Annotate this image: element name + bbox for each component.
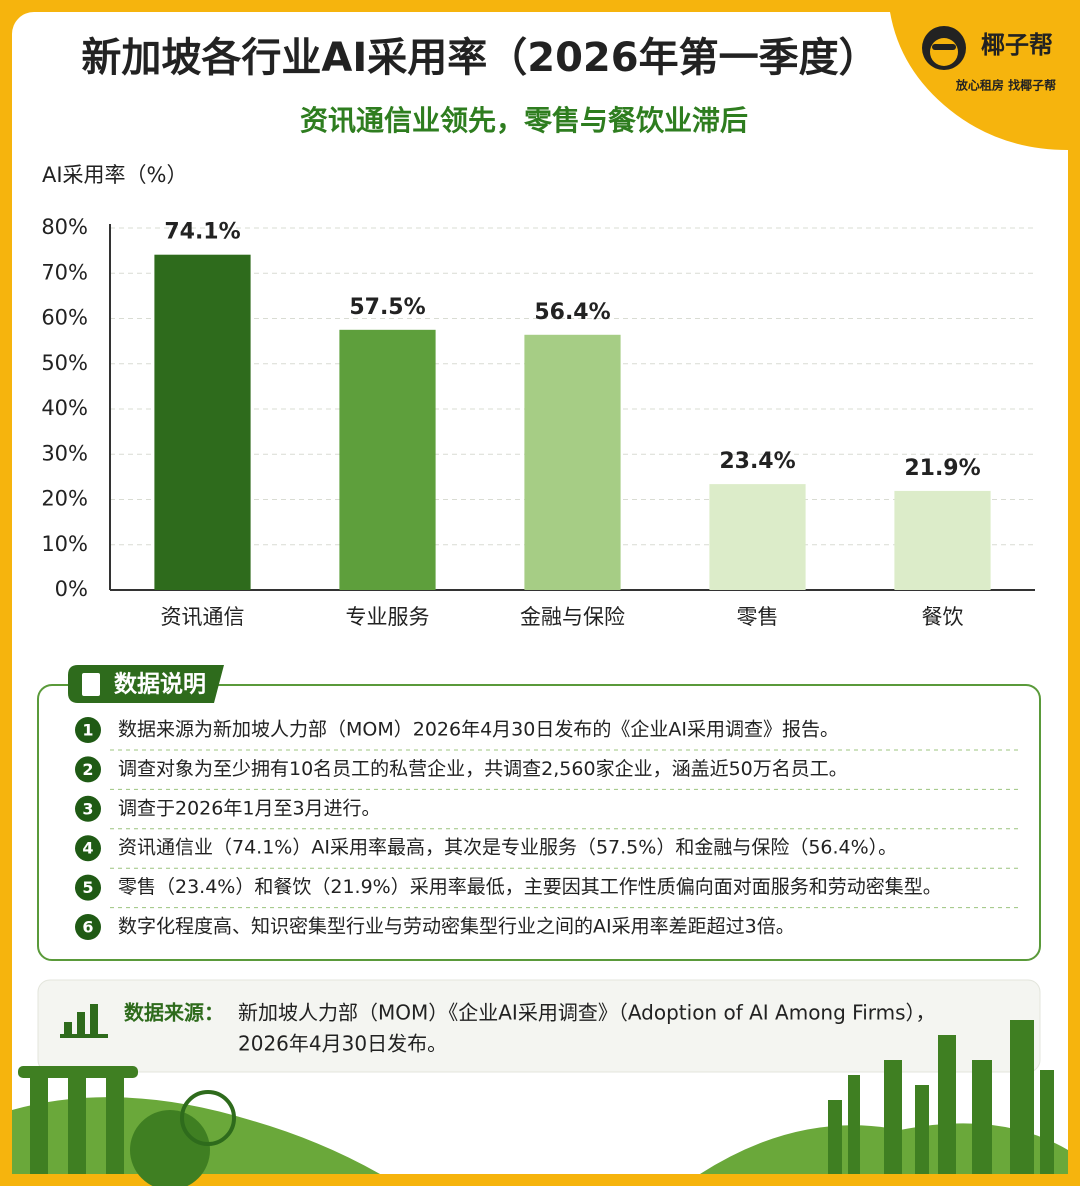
note-number: 1 [82, 721, 93, 740]
bar [709, 484, 806, 590]
x-tick-label: 餐饮 [922, 605, 964, 629]
y-tick-label: 0% [55, 577, 88, 601]
y-tick-label: 80% [41, 215, 88, 239]
source-line: 2026年4月30日发布。 [238, 1032, 447, 1056]
notes-icon [82, 673, 100, 696]
source-line: 新加坡人力部（MOM）《企业AI采用调查》（Adoption of AI Amo… [238, 1001, 936, 1025]
notes-title: 数据说明 [114, 671, 206, 698]
brand-logo-glasses [932, 44, 956, 50]
bar [339, 329, 436, 590]
source-icon [60, 1004, 108, 1038]
source-label: 数据来源： [124, 1001, 224, 1025]
note-number: 6 [82, 918, 93, 937]
notes-list: 1 数据来源为新加坡人力部（MOM）2026年4月30日发布的《企业AI采用调查》… [75, 717, 1020, 940]
y-tick-label: 10% [41, 532, 88, 556]
note-badge [75, 795, 101, 822]
y-tick-label: 70% [41, 260, 88, 284]
data-label: 74.1% [164, 220, 240, 245]
brand-slogan: 放心租房 找椰子帮 [955, 78, 1056, 93]
data-label: 21.9% [904, 456, 980, 481]
y-tick-label: 60% [41, 306, 88, 330]
note-number: 5 [82, 878, 93, 897]
note-text: 零售（23.4%）和餐饮（21.9%）采用率最低，主要因其工作性质偏向面对面服务… [118, 876, 942, 898]
source-box [37, 979, 1041, 1073]
note-badge [75, 874, 101, 901]
notes-box [37, 684, 1041, 961]
data-label: 56.4% [534, 300, 610, 325]
x-tick-label: 专业服务 [346, 605, 430, 629]
note-badge [75, 756, 101, 783]
y-tick-label: 50% [41, 351, 88, 375]
note-text: 调查于2026年1月至3月进行。 [118, 797, 381, 819]
y-tick-label: 30% [41, 441, 88, 465]
data-label: 23.4% [719, 449, 795, 474]
note-text: 数据来源为新加坡人力部（MOM）2026年4月30日发布的《企业AI采用调查》报… [118, 719, 839, 741]
y-tick-label: 20% [41, 487, 88, 511]
data-label: 57.5% [349, 295, 425, 320]
x-tick-label: 金融与保险 [520, 605, 625, 629]
note-badge [75, 717, 101, 743]
note-text: 数字化程度高、知识密集型行业与劳动密集型行业之间的AI采用率差距超过3倍。 [118, 916, 795, 938]
note-badge [75, 914, 101, 940]
note-badge [75, 835, 101, 862]
x-tick-label: 零售 [737, 605, 779, 629]
chart-title: 新加坡各行业AI采用率（2026年第一季度） [81, 35, 878, 81]
note-text: 调查对象为至少拥有10名员工的私营企业，共调查2,560家企业，涵盖近50万名员… [118, 758, 848, 780]
plot: 0% 10% 20% 30% 40% 50% 60% 70% 80% 资讯通信 74.1% 专业服务 5… [41, 215, 1035, 629]
x-tick-label: 资讯通信 [161, 605, 245, 629]
bar [154, 254, 251, 590]
note-number: 4 [82, 839, 93, 858]
skyline-decoration [12, 1020, 1068, 1190]
note-number: 2 [82, 760, 93, 779]
brand-name: 椰子帮 [981, 31, 1053, 59]
brand-logo-face [930, 38, 958, 66]
y-axis-label: AI采用率（%） [42, 163, 188, 187]
note-text: 资讯通信业（74.1%）AI采用率最高，其次是专业服务（57.5%）和金融与保险… [118, 837, 897, 859]
notes-tab [68, 665, 224, 703]
chart-subtitle: 资讯通信业领先，零售与餐饮业滞后 [300, 104, 748, 137]
note-number: 3 [82, 799, 93, 818]
bar [894, 490, 991, 590]
y-tick-label: 40% [41, 396, 88, 420]
bar [524, 334, 621, 590]
